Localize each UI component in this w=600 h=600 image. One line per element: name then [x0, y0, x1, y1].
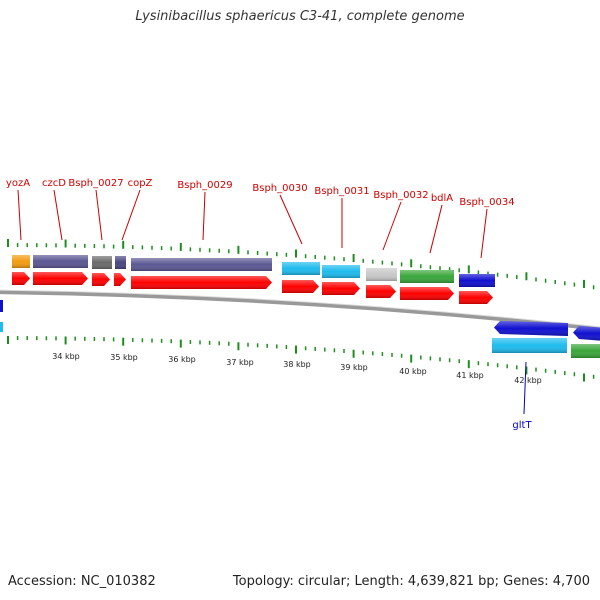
cds-arrow-shade — [92, 273, 110, 286]
gene-label-Bsph_0027: Bsph_0027 — [68, 178, 123, 189]
gene-block-shade — [131, 258, 272, 271]
leader-czcD — [53, 189, 63, 241]
kbp-label: 41 kbp — [456, 371, 484, 380]
leader-bdlA — [429, 204, 443, 254]
gene-label-Bsph_0030: Bsph_0030 — [252, 183, 307, 194]
left-edge-feature-cyan — [0, 322, 3, 332]
gene-label-yozA: yozA — [6, 178, 30, 189]
kbp-tick-track-top — [7, 239, 595, 290]
cds-arrows — [12, 272, 493, 304]
gene-label-gltT: gltT — [512, 420, 532, 431]
accession-text: Accession: NC_010382 — [8, 574, 156, 589]
gene-block-shade — [282, 262, 320, 275]
gene-label-copZ: copZ — [128, 178, 153, 189]
map-title: Lysinibacillus sphaericus C3-41, complet… — [135, 9, 465, 24]
kbp-label: 34 kbp — [52, 352, 80, 361]
leader-copZ — [121, 189, 141, 241]
kbp-label: 42 kbp — [514, 376, 542, 385]
gene-block-shade — [322, 265, 360, 278]
kbp-label: 35 kbp — [110, 353, 138, 362]
gene-labels-bottom: gltT — [512, 420, 532, 431]
cds-arrow-shade — [322, 282, 360, 295]
backbone-edge — [0, 289, 600, 328]
gene-block-shade — [33, 255, 88, 268]
gene-block-edge-shade — [573, 326, 600, 341]
cds-arrow-shade — [33, 272, 88, 285]
gene-label-Bsph_0034: Bsph_0034 — [459, 197, 514, 208]
gene-block-shade — [459, 274, 495, 287]
gene-block-shade — [366, 268, 397, 281]
gene-block-shade — [115, 256, 126, 269]
cds-arrow-shade — [12, 272, 30, 285]
kbp-labels: 34 kbp 35 kbp 36 kbp 37 kbp 38 kbp 39 kbp 40 k… — [52, 352, 542, 385]
gene-block-shade — [92, 256, 112, 269]
gene-block-gltT-shade — [494, 321, 568, 336]
gene-blocks — [12, 255, 495, 287]
gene-label-Bsph_0032: Bsph_0032 — [373, 190, 428, 201]
kbp-label: 39 kbp — [340, 363, 368, 372]
leader-gltT — [523, 361, 527, 415]
cds-arrow-shade — [400, 287, 454, 300]
left-edge-feature — [0, 300, 3, 312]
cds-arrow-shade — [459, 291, 493, 304]
gene-block-green-edge-shade — [571, 344, 600, 358]
genome-backbone — [0, 290, 600, 331]
kbp-label: 37 kbp — [226, 358, 254, 367]
gene-block-shade — [400, 270, 454, 283]
label-leaders — [17, 189, 527, 415]
genome-summary: Topology: circular; Length: 4,639,821 bp… — [232, 574, 590, 589]
gene-label-Bsph_0031: Bsph_0031 — [314, 186, 369, 197]
cds-arrow-shade — [131, 276, 272, 289]
kbp-label: 38 kbp — [283, 360, 311, 369]
gene-label-Bsph_0029: Bsph_0029 — [177, 180, 232, 191]
leader-Bsph_0030 — [279, 194, 303, 245]
cds-arrow-shade — [366, 285, 396, 298]
gene-labels-top: yozA czcD Bsph_0027 copZ Bsph_0029 Bsph_0030 B… — [6, 178, 515, 208]
leader-yozA — [17, 189, 22, 241]
leader-Bsph_0034 — [480, 208, 488, 259]
leader-Bsph_0027 — [95, 189, 103, 241]
gene-label-bdlA: bdlA — [431, 193, 453, 204]
bottom-gene-blocks — [492, 321, 600, 358]
kbp-tick-track-bottom — [7, 336, 595, 382]
gene-block-cyan-shade — [492, 338, 567, 353]
kbp-label: 40 kbp — [399, 367, 427, 376]
cds-arrow-shade — [114, 273, 126, 286]
cds-arrow-shade — [282, 280, 319, 293]
gene-label-czcD: czcD — [42, 178, 66, 189]
leader-Bsph_0029 — [202, 191, 206, 241]
gene-block-shade — [12, 255, 30, 268]
leader-Bsph_0032 — [382, 201, 402, 251]
kbp-label: 36 kbp — [168, 355, 196, 364]
